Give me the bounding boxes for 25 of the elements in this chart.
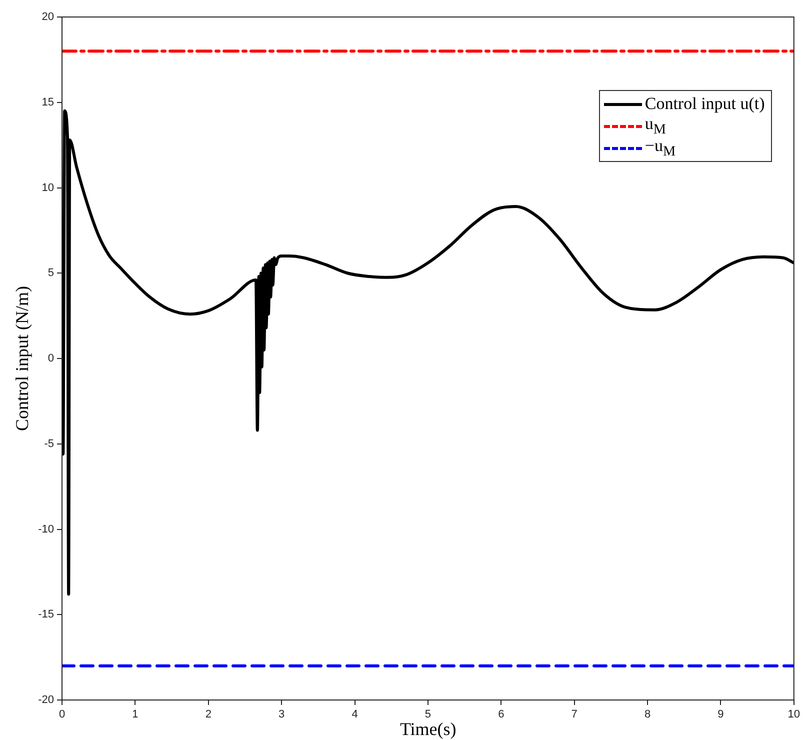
x-tick-label: 0	[58, 708, 66, 721]
legend-label: −u$_{M}$	[644, 136, 676, 160]
y-tick-label: -10	[38, 523, 54, 536]
x-tick-label: 1	[132, 708, 138, 721]
y-tick-label: 20	[42, 11, 54, 24]
y-axis-title: Control input (N/m)	[12, 286, 32, 431]
y-tick-label: 10	[42, 182, 54, 194]
y-tick-label: 5	[48, 267, 54, 280]
x-tick-label: 10	[788, 708, 800, 721]
x-tick-label: 8	[644, 708, 651, 721]
x-axis-title: Time(s)	[400, 719, 456, 740]
x-tick-label: 3	[278, 708, 285, 721]
x-tick-label: 6	[498, 708, 504, 721]
y-tick-label: -5	[44, 438, 54, 450]
y-tick-label: -15	[38, 608, 54, 621]
x-tick-label: 2	[205, 708, 212, 721]
x-tick-label: 4	[352, 708, 358, 721]
x-tick-label: 5	[424, 708, 432, 721]
y-tick-label: 15	[42, 96, 54, 108]
y-tick-label: 0	[48, 352, 54, 365]
x-tick-label: 9	[718, 708, 724, 721]
y-tick-label: -20	[38, 694, 54, 706]
legend-label: Control input u(t)	[644, 94, 765, 114]
legend-label: u$_{M}$	[644, 114, 666, 138]
x-tick-label: 7	[571, 708, 578, 721]
